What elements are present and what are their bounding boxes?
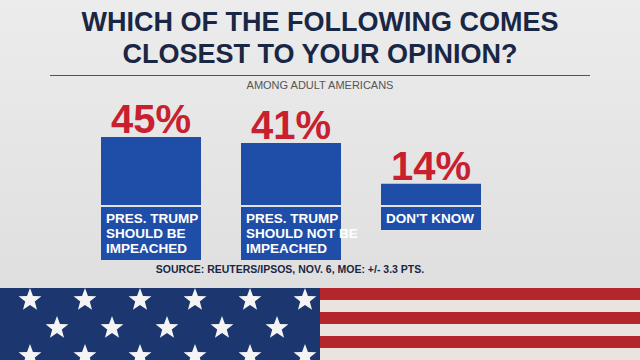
svg-text:45%: 45% (111, 97, 191, 141)
svg-text:PRES. TRUMP: PRES. TRUMP (246, 211, 338, 226)
svg-text:IMPEACHED: IMPEACHED (246, 241, 327, 256)
html-text:AMONG ADULT AMERICANS: AMONG ADULT AMERICANS (246, 79, 394, 91)
svg-text:DON'T KNOW: DON'T KNOW (386, 211, 474, 226)
svg-text:SHOULD BE: SHOULD BE (106, 226, 186, 241)
svg-text:14%: 14% (391, 144, 471, 188)
svg-text:IMPEACHED: IMPEACHED (106, 241, 187, 256)
svg-text:PRES. TRUMP: PRES. TRUMP (106, 211, 198, 226)
html-text:WHICH OF THE FOLLOWING COMES C: WHICH OF THE FOLLOWING COMES CLOSEST TO … (81, 7, 559, 69)
html-text:SOURCE: REUTERS/IPSOS, NOV. 6,: SOURCE: REUTERS/IPSOS, NOV. 6, MOE: +/- … (155, 263, 425, 275)
svg-text:SHOULD NOT BE: SHOULD NOT BE (246, 226, 358, 241)
svg-text:41%: 41% (251, 103, 331, 147)
